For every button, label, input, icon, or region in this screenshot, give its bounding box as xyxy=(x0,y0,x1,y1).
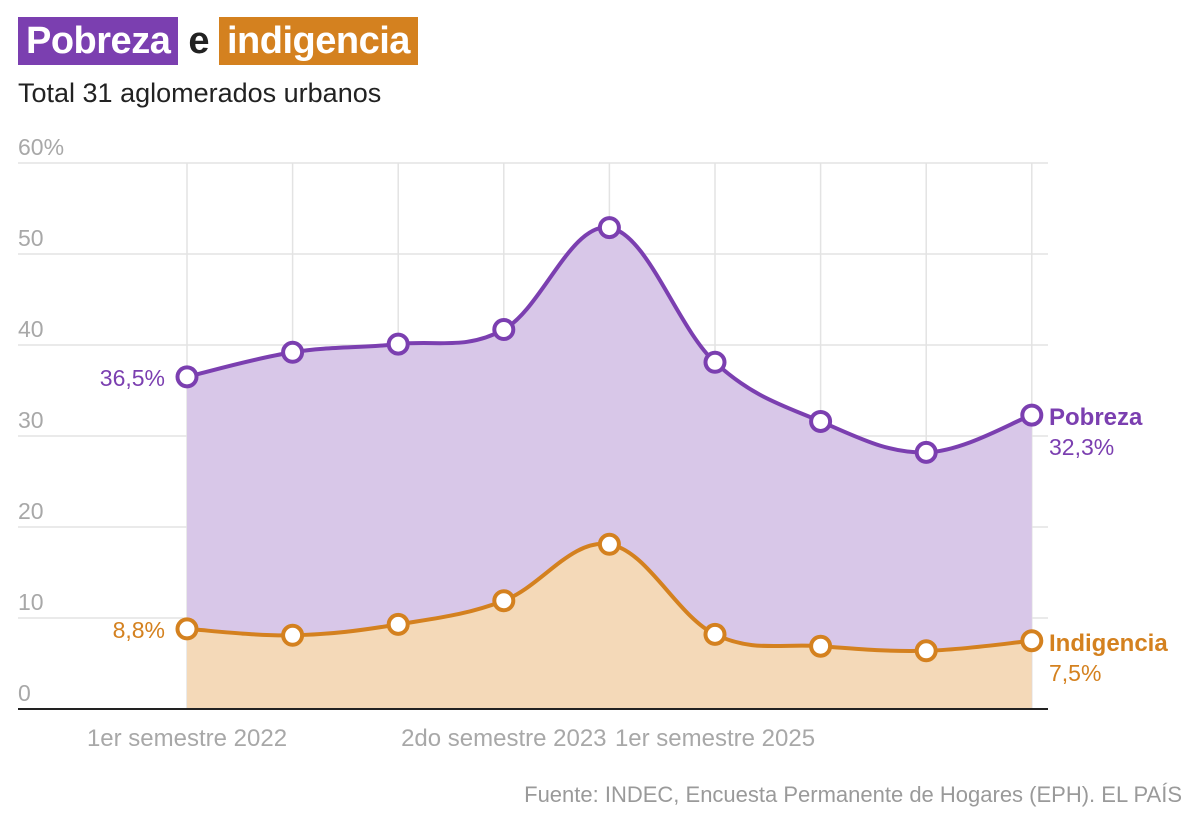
point-indigencia xyxy=(492,589,516,613)
end-label-indigencia: 7,5% xyxy=(1049,660,1101,686)
y-tick-label: 40 xyxy=(18,316,44,342)
chart-subtitle: Total 31 aglomerados urbanos xyxy=(18,78,382,108)
point-pobreza xyxy=(809,409,833,433)
y-tick-label: 10 xyxy=(18,589,44,615)
x-tick-label: 2do semestre 2023 xyxy=(401,725,606,752)
point-pobreza xyxy=(386,332,410,356)
y-tick-label: 20 xyxy=(18,498,44,524)
point-indigencia xyxy=(281,623,305,647)
x-tick-label: 1er semestre 2025 xyxy=(615,725,815,752)
point-indigencia xyxy=(914,639,938,663)
start-label-indigencia: 8,8% xyxy=(113,617,165,643)
point-indigencia xyxy=(597,532,621,556)
area-indigencia xyxy=(187,543,1032,709)
start-label-pobreza: 36,5% xyxy=(100,365,165,391)
point-pobreza xyxy=(281,340,305,364)
y-tick-label: 60% xyxy=(18,134,64,160)
end-label-pobreza: 32,3% xyxy=(1049,434,1114,460)
point-indigencia xyxy=(386,612,410,636)
y-tick-label: 0 xyxy=(18,680,31,706)
point-pobreza xyxy=(703,350,727,374)
chart-title: Pobreza e indigencia xyxy=(18,17,418,65)
point-indigencia xyxy=(809,634,833,658)
title-pobreza: Pobreza xyxy=(18,17,179,65)
x-tick-label: 1er semestre 2022 xyxy=(87,725,287,752)
point-indigencia xyxy=(703,622,727,646)
point-indigencia xyxy=(1020,629,1044,653)
point-pobreza xyxy=(175,365,199,389)
series-name-pobreza: Pobreza xyxy=(1049,404,1143,431)
y-tick-label: 50 xyxy=(18,225,44,251)
point-pobreza xyxy=(1020,403,1044,427)
source-note: Fuente: INDEC, Encuesta Permanente de Ho… xyxy=(524,782,1182,807)
data-points xyxy=(175,216,1044,663)
title-connector: e xyxy=(188,19,209,62)
labels: 36,5% Pobreza 32,3% 8,8% Indigencia 7,5% xyxy=(100,365,1169,686)
point-indigencia xyxy=(175,617,199,641)
point-pobreza xyxy=(492,318,516,342)
y-tick-label: 30 xyxy=(18,407,44,433)
point-pobreza xyxy=(597,216,621,240)
title-indigencia: indigencia xyxy=(218,17,418,65)
point-pobreza xyxy=(914,440,938,464)
series-name-indigencia: Indigencia xyxy=(1049,630,1168,657)
